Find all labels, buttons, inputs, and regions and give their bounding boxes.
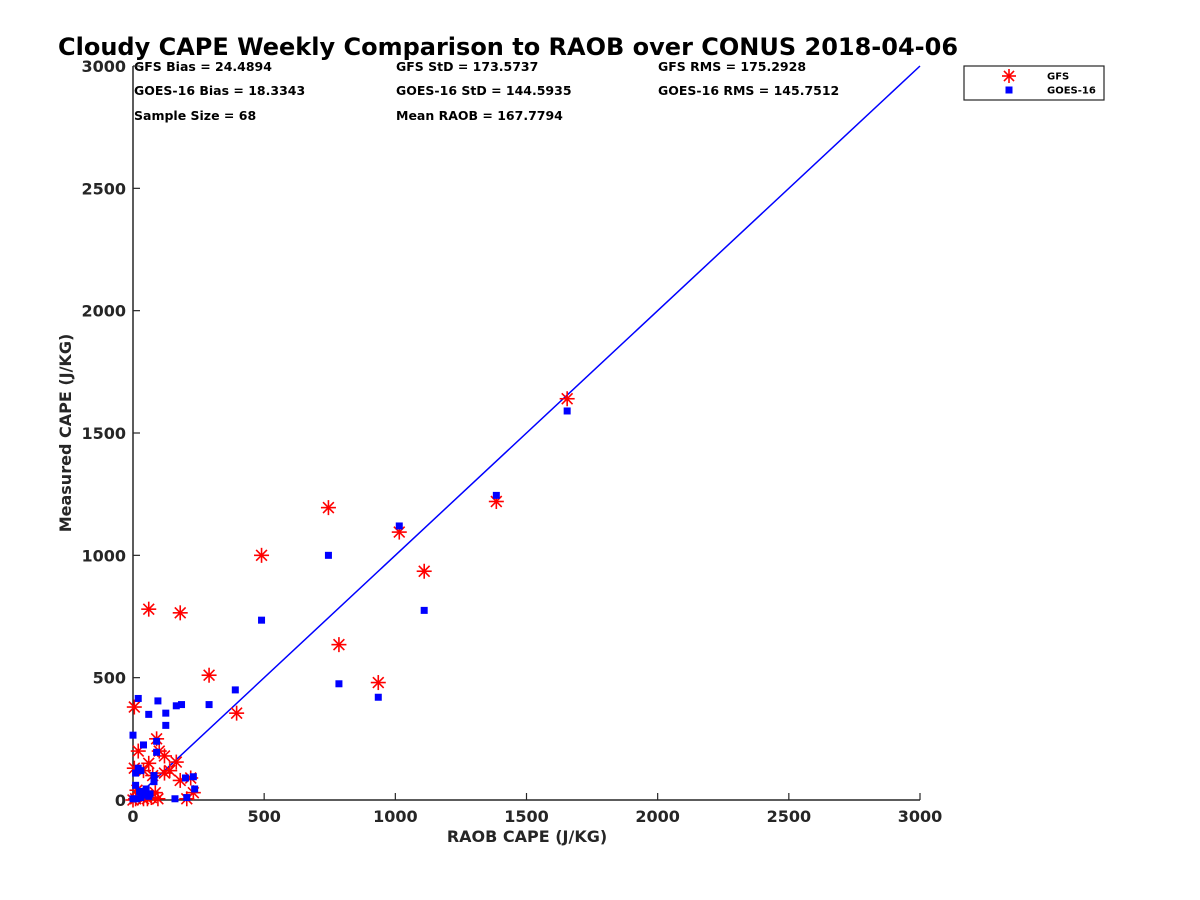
series-layer — [125, 391, 575, 808]
x-tick-label: 3000 — [898, 807, 943, 826]
data-point — [183, 794, 191, 802]
y-tick-label: 1000 — [81, 546, 126, 565]
data-point — [395, 522, 403, 530]
x-tick-label: 2500 — [767, 807, 812, 826]
data-point — [492, 491, 500, 499]
data-point — [324, 551, 332, 559]
data-point — [335, 680, 343, 688]
data-point — [146, 790, 154, 798]
data-point — [258, 616, 266, 624]
y-ticks: 0 500 1000 1500 2000 2500 3000 — [81, 57, 140, 810]
data-point — [141, 755, 157, 771]
x-tick-label: 1000 — [373, 807, 418, 826]
y-tick-label: 500 — [93, 669, 126, 688]
data-point — [134, 694, 142, 702]
data-point — [331, 637, 347, 653]
stat-label: GOES-16 RMS = 145.7512 — [658, 83, 839, 98]
legend-label: GFS — [1047, 72, 1069, 83]
y-tick-label: 1500 — [81, 424, 126, 443]
legend-label: GOES-16 — [1047, 86, 1096, 97]
data-point — [153, 748, 161, 756]
data-point — [126, 699, 142, 715]
data-point — [154, 697, 162, 705]
x-ticks: 0 500 1000 1500 2000 2500 3000 — [127, 793, 942, 826]
data-point — [150, 791, 166, 807]
y-tick-label: 2000 — [81, 302, 126, 321]
stat-label: GFS Bias = 24.4894 — [134, 59, 272, 74]
legend: GFS GOES-16 — [963, 65, 1105, 101]
stats-block: GFS Bias = 24.4894 GFS StD = 173.5737 GFS … — [134, 59, 839, 123]
data-point — [178, 701, 186, 709]
data-point — [205, 701, 213, 709]
y-tick-label: 0 — [115, 791, 126, 810]
chart-title: Cloudy CAPE Weekly Comparison to RAOB ov… — [58, 33, 958, 61]
data-point — [231, 686, 239, 694]
data-point — [150, 778, 158, 786]
data-point — [142, 785, 150, 793]
y-tick-label: 2500 — [81, 179, 126, 198]
data-point — [162, 721, 170, 729]
data-point — [132, 769, 140, 777]
data-point — [559, 391, 575, 407]
data-point — [172, 702, 180, 710]
data-point — [137, 767, 145, 775]
data-point — [141, 601, 157, 617]
data-point — [150, 772, 158, 780]
stat-label: Mean RAOB = 167.7794 — [396, 108, 563, 123]
data-point — [563, 407, 571, 415]
data-point — [201, 667, 217, 683]
data-point — [391, 524, 407, 540]
data-point — [320, 500, 336, 516]
data-point — [189, 773, 197, 781]
data-point — [254, 547, 270, 563]
legend-entry: GOES-16 — [1005, 86, 1096, 97]
data-point — [156, 765, 172, 781]
data-point — [374, 693, 382, 701]
legend-marker — [1002, 69, 1016, 83]
y-axis-label: Measured CAPE (J/KG) — [56, 334, 75, 533]
data-point — [370, 675, 386, 691]
data-point — [133, 795, 141, 803]
stat-label: Sample Size = 68 — [134, 108, 256, 123]
data-point — [171, 795, 179, 803]
data-point — [137, 794, 145, 802]
x-tick-label: 500 — [247, 807, 280, 826]
series-goes-16 — [129, 407, 571, 803]
x-axis-label: RAOB CAPE (J/KG) — [447, 827, 607, 846]
data-point — [416, 563, 432, 579]
data-point — [129, 731, 137, 739]
x-tick-label: 2000 — [635, 807, 680, 826]
data-point — [229, 705, 245, 721]
data-point — [132, 781, 140, 789]
data-point — [145, 710, 153, 718]
data-point — [153, 737, 161, 745]
y-tick-label: 3000 — [81, 57, 126, 76]
data-point — [139, 741, 147, 749]
data-point — [172, 605, 188, 621]
data-point — [168, 754, 184, 770]
stat-label: GFS RMS = 175.2928 — [658, 59, 806, 74]
legend-entry: GFS — [1002, 69, 1069, 83]
stat-label: GOES-16 StD = 144.5935 — [396, 83, 572, 98]
data-point — [156, 748, 172, 764]
reference-line — [132, 65, 921, 801]
data-point — [181, 774, 189, 782]
data-point — [420, 606, 428, 614]
stat-label: GFS StD = 173.5737 — [396, 59, 538, 74]
x-tick-label: 0 — [127, 807, 138, 826]
stat-label: GOES-16 Bias = 18.3343 — [134, 83, 305, 98]
x-tick-label: 1500 — [504, 807, 549, 826]
data-point — [129, 795, 137, 803]
data-point — [136, 787, 144, 795]
data-point — [191, 785, 199, 793]
legend-marker — [1005, 86, 1013, 94]
data-point — [162, 709, 170, 717]
legend-box — [963, 65, 1105, 101]
